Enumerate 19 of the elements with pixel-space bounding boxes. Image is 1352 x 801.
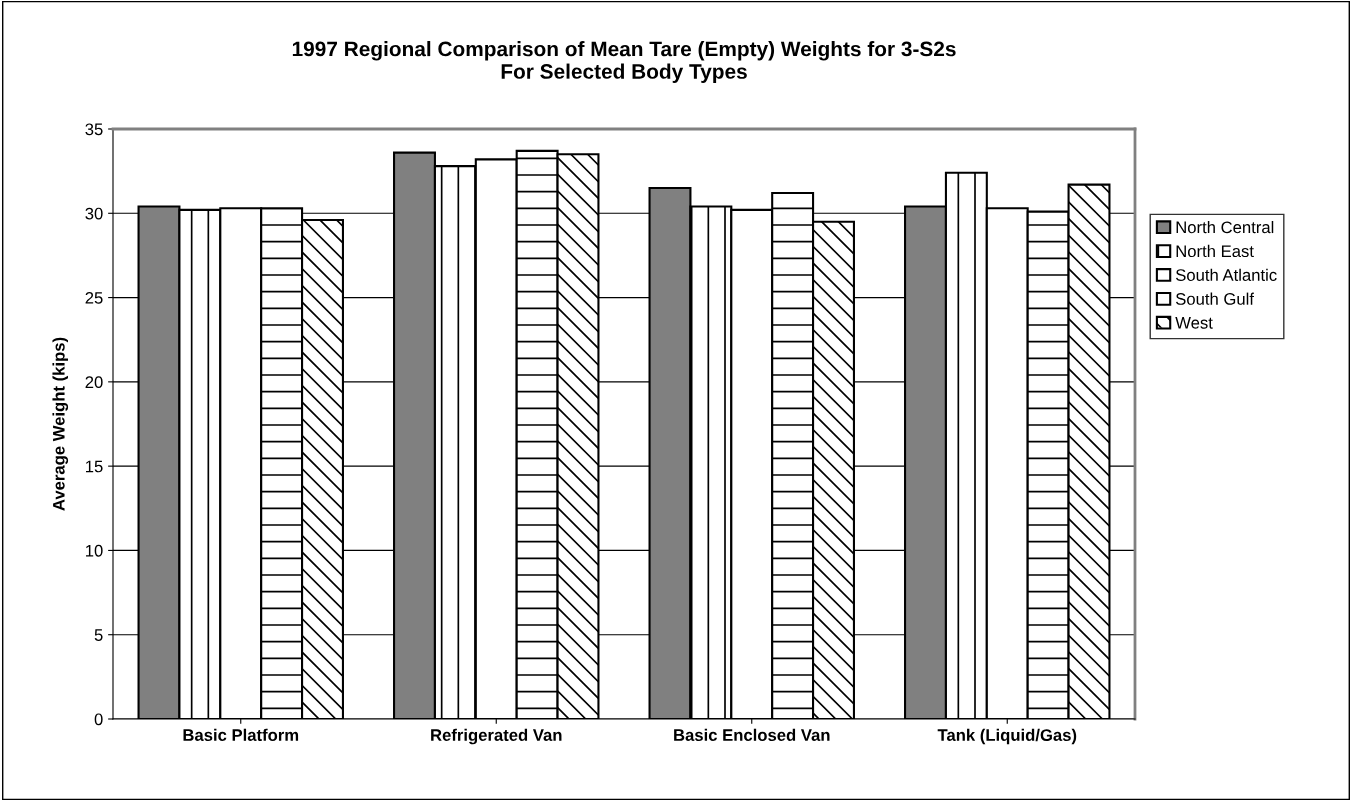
y-tick-label: 5 — [94, 629, 103, 641]
legend-label: South Gulf — [1175, 292, 1254, 305]
legend-label: North East — [1176, 244, 1254, 258]
y-axis-title: Average Weight (kips) — [52, 337, 69, 511]
y-tick-label: 25 — [85, 291, 103, 304]
x-tick-label: Refrigerated Van — [431, 728, 562, 745]
x-tick-label: Tank (Liquid/Gas) — [937, 728, 1077, 745]
y-tick-label: 30 — [85, 207, 103, 220]
y-tick-label: 10 — [86, 544, 103, 557]
y-tick-label: 35 — [85, 123, 103, 136]
chart-title: 1997 Regional Comparison of Mean Tare (Empty) Weights for 3-S2s For Selected Body Types — [292, 41, 956, 83]
legend-label: West — [1175, 317, 1213, 329]
y-tick-label: 20 — [85, 376, 103, 389]
legend-label: North Central — [1176, 220, 1274, 234]
y-tick-label: 0 — [94, 713, 103, 726]
y-tick-label: 15 — [86, 460, 103, 473]
legend-label: South Atlantic — [1175, 268, 1277, 281]
x-tick-label: Basic Enclosed Van — [674, 728, 830, 741]
x-tick-label: Basic Platform — [183, 728, 299, 741]
